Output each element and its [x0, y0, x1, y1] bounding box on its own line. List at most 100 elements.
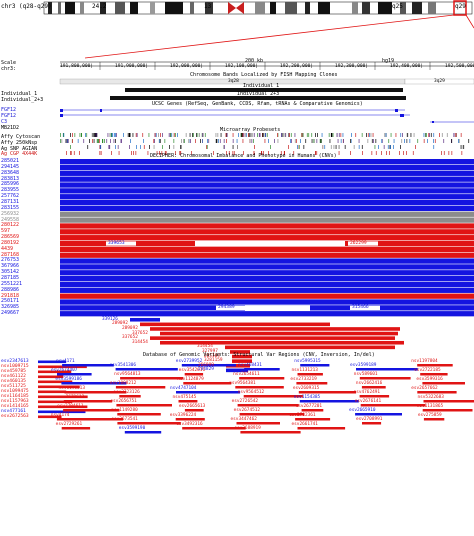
probe-tick[interactable]	[162, 133, 163, 137]
probe-tick[interactable]	[241, 133, 243, 137]
dgv-variant-label[interactable]: esv2676141	[354, 399, 382, 404]
probe-tick[interactable]	[65, 139, 67, 143]
decipher-cnv-bar[interactable]	[60, 235, 474, 241]
probe-tick[interactable]	[270, 145, 271, 149]
probe-tick[interactable]	[154, 133, 156, 137]
decipher-cnv-bar[interactable]	[60, 293, 474, 299]
probe-tick[interactable]	[406, 133, 408, 137]
probe-tick[interactable]	[79, 133, 81, 137]
probe-tick[interactable]	[225, 133, 227, 137]
probe-tick[interactable]	[169, 133, 171, 137]
dgv-variant-bar[interactable]	[183, 382, 232, 385]
dgv-variant-bar[interactable]	[359, 377, 411, 380]
probe-tick[interactable]	[263, 133, 265, 137]
probe-tick[interactable]	[373, 139, 374, 143]
probe-tick[interactable]	[109, 145, 111, 149]
probe-tick[interactable]	[249, 139, 251, 143]
dgv-variant-bar[interactable]	[175, 418, 205, 421]
decipher-row-label[interactable]: 249558	[1, 216, 20, 223]
decipher-cnv-bar[interactable]	[230, 350, 250, 354]
probe-tick[interactable]	[164, 151, 166, 155]
probe-tick[interactable]	[308, 133, 310, 137]
probe-tick[interactable]	[393, 139, 395, 143]
probe-tick[interactable]	[111, 133, 113, 137]
dgv-variant-label[interactable]: esv2674512	[233, 408, 261, 413]
dgv-left-label[interactable]: nsv461122	[1, 374, 26, 379]
dgv-variant-label[interactable]: nsv9564381	[229, 381, 256, 386]
probe-tick[interactable]	[158, 139, 160, 143]
probe-tick[interactable]	[127, 133, 129, 137]
probe-tick[interactable]	[107, 133, 109, 137]
probe-tick[interactable]	[335, 145, 337, 149]
dgv-variant-bar[interactable]	[38, 400, 73, 404]
dgv-variant-bar[interactable]	[299, 400, 359, 403]
probe-tick[interactable]	[448, 151, 450, 155]
probe-tick[interactable]	[153, 139, 155, 143]
probe-tick[interactable]	[128, 133, 130, 137]
decipher-label-box[interactable]	[350, 305, 380, 310]
probe-tick[interactable]	[367, 139, 369, 143]
dgv-variant-label[interactable]: nsv589601	[353, 372, 378, 377]
probe-tick[interactable]	[83, 139, 85, 143]
dgv-variant-label[interactable]: esv3542611	[178, 368, 206, 373]
dgv-variant-bar[interactable]	[297, 373, 323, 376]
decipher-row-label[interactable]: 2551221	[1, 280, 23, 287]
dgv-variant-label[interactable]: nsv4762491	[353, 390, 381, 395]
probe-tick[interactable]	[259, 133, 261, 137]
probe-tick[interactable]	[70, 151, 72, 155]
gene-label[interactable]: FGF12	[1, 113, 17, 119]
probe-tick[interactable]	[390, 145, 391, 149]
probe-tick[interactable]	[417, 139, 419, 143]
probe-tick[interactable]	[381, 139, 383, 143]
probe-tick[interactable]	[455, 133, 457, 137]
probe-tick[interactable]	[322, 145, 324, 149]
probe-tick[interactable]	[371, 139, 373, 143]
probe-tick[interactable]	[206, 145, 207, 149]
probe-tick[interactable]	[226, 133, 228, 137]
probe-tick[interactable]	[427, 139, 428, 143]
dgv-variant-bar[interactable]	[239, 413, 304, 416]
probe-tick[interactable]	[262, 133, 264, 137]
dgv-variant-label[interactable]: esv3599190	[118, 426, 146, 431]
probe-tick[interactable]	[207, 139, 208, 143]
probe-tick[interactable]	[462, 145, 464, 149]
probe-tick[interactable]	[100, 145, 102, 149]
dgv-variant-bar[interactable]	[422, 409, 473, 412]
dgv-variant-bar[interactable]	[356, 368, 418, 371]
probe-tick[interactable]	[303, 145, 305, 149]
probe-tick[interactable]	[413, 133, 415, 137]
probe-tick[interactable]	[381, 151, 382, 155]
probe-tick[interactable]	[232, 151, 234, 155]
probe-tick[interactable]	[458, 139, 459, 143]
ruler-position-label[interactable]: 192,200,000|	[280, 64, 314, 69]
probe-tick[interactable]	[383, 145, 385, 149]
probe-tick[interactable]	[114, 133, 115, 137]
probe-tick[interactable]	[446, 133, 448, 137]
probe-tick[interactable]	[77, 139, 79, 143]
decipher-small-label[interactable]: 337652	[132, 330, 148, 336]
decipher-row-label[interactable]: 287185	[1, 275, 20, 281]
dgv-variant-bar[interactable]	[38, 360, 67, 364]
dgv-variant-label[interactable]: nsv475145	[172, 395, 197, 400]
dgv-variant-label[interactable]: esv3492316	[176, 422, 203, 427]
gene-label[interactable]: C3	[1, 119, 8, 125]
decipher-cnv-bar[interactable]	[60, 264, 474, 270]
probe-tick[interactable]	[179, 151, 181, 155]
probe-tick[interactable]	[386, 151, 387, 155]
dgv-variant-label[interactable]: esv2673541	[111, 417, 138, 422]
decipher-cnv-bar[interactable]	[225, 345, 395, 350]
decipher-cnv-bar[interactable]	[160, 331, 398, 336]
decipher-cnv-bar[interactable]	[60, 188, 474, 194]
probe-tick[interactable]	[184, 139, 185, 143]
dgv-variant-bar[interactable]	[38, 390, 67, 394]
probe-tick[interactable]	[156, 151, 158, 155]
dgv-variant-label[interactable]: nsv5995315	[294, 359, 321, 364]
probe-tick[interactable]	[337, 139, 339, 143]
probe-tick[interactable]	[81, 133, 82, 137]
probe-tick[interactable]	[384, 133, 386, 137]
decipher-small-label[interactable]: 285109	[204, 353, 220, 359]
probe-tick[interactable]	[111, 133, 112, 137]
dgv-variant-label[interactable]: esv3447462	[230, 417, 257, 422]
probe-tick[interactable]	[460, 145, 462, 149]
probe-tick[interactable]	[116, 133, 117, 137]
